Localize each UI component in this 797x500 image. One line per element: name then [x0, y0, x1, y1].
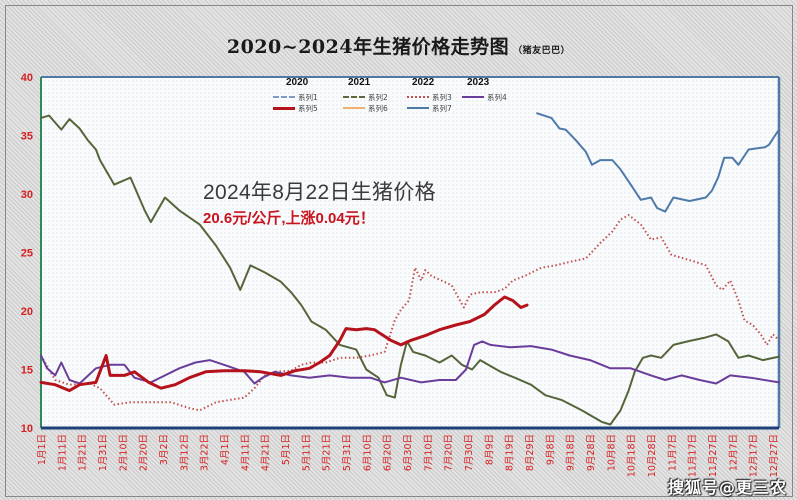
legend-item-series2: 系列2: [343, 92, 388, 102]
x-tick-label: 4月21日: [261, 434, 272, 471]
x-tick-label: 1月31日: [98, 434, 109, 471]
x-tick-label: 10月18日: [627, 434, 638, 477]
x-tick-label: 5月21日: [322, 434, 333, 471]
x-tick-label: 4月1日: [220, 434, 231, 465]
x-tick-label: 3月12日: [179, 434, 190, 471]
legend-item-series5: 系列5: [273, 103, 318, 113]
chart-title-main: 2020~2024年生猪价格走势图: [226, 36, 510, 58]
x-tick-label: 7月10日: [423, 434, 434, 471]
x-tick-label: 6月10日: [362, 434, 373, 471]
legend-item-series3: 系列3: [407, 92, 452, 102]
x-tick-label: 3月22日: [200, 434, 211, 471]
series-line-2024: [39, 295, 529, 393]
y-tick-label: 35: [21, 131, 33, 143]
y-tick-label: 20: [21, 306, 33, 318]
chart-title: 2020~2024年生猪价格走势图 （猪友巴巴）: [0, 32, 797, 59]
annotation-headline: 2024年8月22日生猪价格: [203, 176, 436, 206]
y-tick-label: 30: [21, 189, 33, 201]
chart-title-source: （猪友巴巴）: [513, 46, 571, 56]
legend-swatch: [462, 96, 484, 98]
x-tick-label: 12月7日: [728, 434, 739, 471]
legend-item-series4: 系列4: [462, 92, 507, 102]
x-tick-label: 2月10日: [118, 434, 129, 471]
legend-label: 系列1: [298, 92, 318, 102]
legend-swatch: [273, 106, 295, 110]
legend-item-series1: 系列1: [273, 92, 318, 102]
legend-item-series6: 系列6: [343, 103, 388, 113]
series-line-2022: [40, 214, 780, 412]
watermark: 搜狐号@更三农: [668, 478, 788, 497]
annotation-headline-text: 2024年8月22日生猪价格: [203, 181, 436, 204]
x-tick-label: 7月30日: [464, 434, 475, 471]
legend-swatch: [407, 107, 429, 109]
x-tick-label: 9月18日: [566, 434, 577, 471]
series-line-2023: [40, 340, 781, 385]
x-tick-label: 1月21日: [78, 434, 89, 471]
x-tick-label: 8月29日: [525, 434, 536, 471]
legend-year-2021: 2021: [348, 77, 371, 88]
y-tick-label: 15: [21, 365, 33, 377]
x-tick-label: 1月11日: [57, 434, 68, 471]
legend-swatch: [407, 96, 429, 98]
x-tick-label: 8月19日: [505, 434, 516, 471]
series-line-2020: [536, 112, 781, 213]
legend-swatch: [343, 96, 365, 98]
x-tick-label: 11月7日: [667, 434, 678, 471]
x-tick-label: 5月1日: [281, 434, 292, 465]
x-tick-label: 2月20日: [139, 434, 150, 471]
x-tick-label: 8月9日: [484, 434, 495, 465]
legend-year-2020: 2020: [286, 77, 309, 88]
x-tick-label: 6月20日: [383, 434, 394, 471]
x-tick-label: 7月20日: [444, 434, 455, 471]
legend-label: 系列6: [368, 103, 388, 113]
x-tick-label: 5月31日: [342, 434, 353, 471]
legend-label: 系列2: [368, 92, 388, 102]
legend-item-series7: 系列7: [407, 103, 452, 113]
plot-background: [41, 77, 779, 428]
x-tick-label: 6月30日: [403, 434, 414, 471]
legend-label: 系列7: [432, 103, 452, 113]
x-tick-label: 11月17日: [688, 434, 699, 477]
legend-label: 系列5: [298, 103, 318, 113]
x-tick-label: 5月11日: [301, 434, 312, 471]
x-tick-label: 10月8日: [606, 434, 617, 471]
annotation-detail: 20.6元/公斤,上涨0.04元！: [203, 207, 375, 228]
x-tick-label: 9月8日: [545, 434, 556, 465]
legend-label: 系列3: [432, 92, 452, 102]
legend-swatch: [273, 96, 295, 98]
x-tick-label: 4月11日: [240, 434, 251, 471]
x-tick-label: 9月28日: [586, 434, 597, 471]
y-tick-label: 40: [21, 72, 33, 84]
legend: 2020 2021 2022 2023 系列1 系列2 系列3 系列4 系列5 …: [270, 76, 540, 116]
x-tick-label: 1月1日: [37, 434, 48, 465]
series-line-2021: [40, 114, 781, 426]
annotation-detail-text: 20.6元/公斤,上涨0.04元！: [203, 210, 375, 227]
x-tick-label: 10月28日: [647, 434, 658, 477]
legend-year-2023: 2023: [467, 77, 490, 88]
chart-frame: [5, 5, 793, 497]
legend-label: 系列4: [487, 92, 507, 102]
x-tick-label: 11月27日: [708, 434, 719, 477]
legend-year-2022: 2022: [412, 77, 435, 88]
y-tick-label: 10: [21, 423, 33, 435]
x-tick-label: 3月2日: [159, 434, 170, 465]
y-tick-label: 25: [21, 248, 33, 260]
x-tick-label: 12月27日: [769, 434, 780, 477]
legend-swatch: [343, 107, 365, 109]
x-tick-label: 12月17日: [749, 434, 760, 477]
